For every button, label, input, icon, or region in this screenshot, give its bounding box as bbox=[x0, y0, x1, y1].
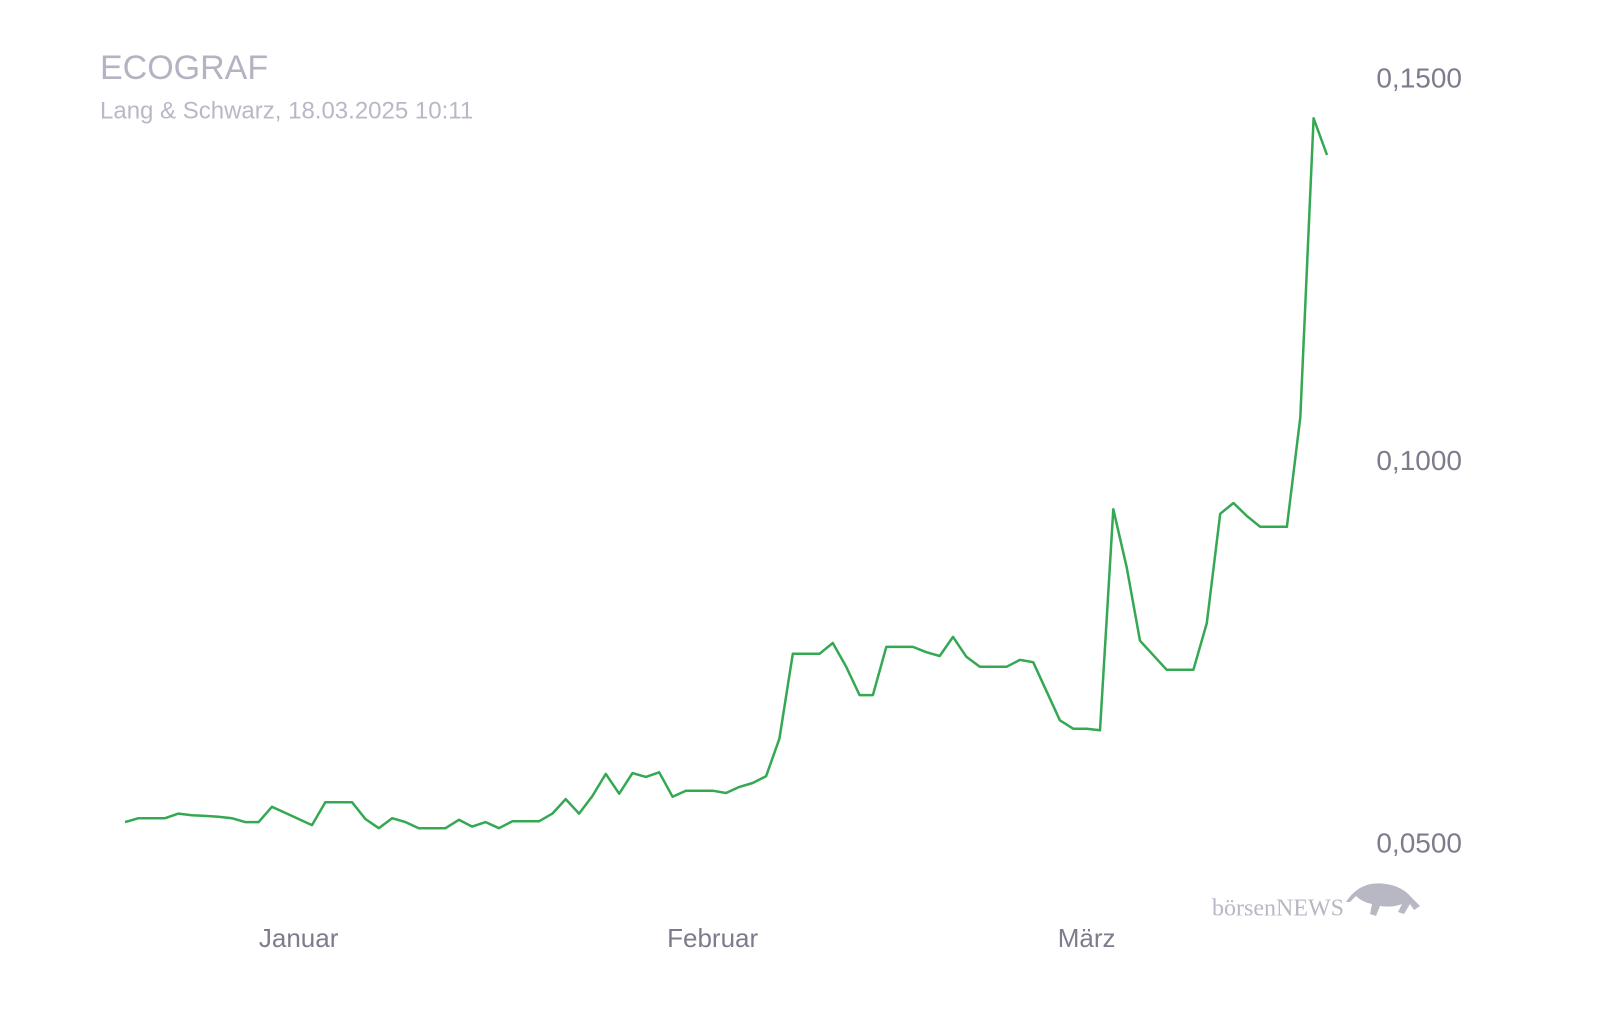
x-tick-label: Januar bbox=[259, 923, 339, 953]
y-tick-label: 0,0500 bbox=[1376, 827, 1462, 858]
x-tick-label: Februar bbox=[667, 923, 758, 953]
watermark: börsenNEWS bbox=[1212, 896, 1344, 922]
chart-title: ECOGRAF bbox=[100, 49, 268, 87]
x-tick-label: März bbox=[1058, 923, 1116, 953]
chart-subtitle: Lang & Schwarz, 18.03.2025 10:11 bbox=[100, 97, 473, 124]
watermark-logo bbox=[1346, 883, 1420, 916]
price-line bbox=[124, 117, 1329, 830]
y-tick-label: 0,1000 bbox=[1376, 445, 1462, 476]
y-tick-label: 0,1500 bbox=[1376, 62, 1462, 93]
